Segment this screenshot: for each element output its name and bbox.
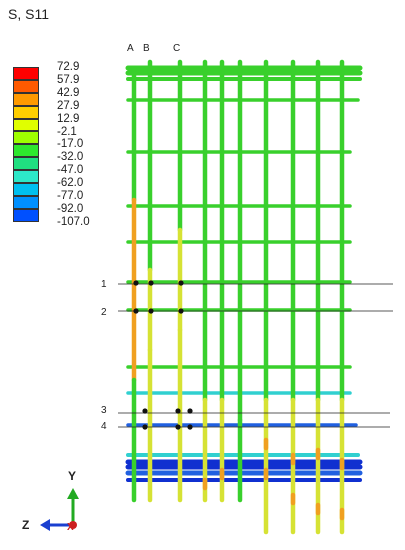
section-point bbox=[178, 280, 184, 286]
legend-swatch bbox=[13, 208, 39, 222]
section-point bbox=[148, 280, 154, 286]
legend-swatch bbox=[13, 144, 39, 158]
section-label-1: 1 bbox=[101, 279, 107, 290]
legend-swatch bbox=[13, 195, 39, 209]
legend-value: -77.0 bbox=[57, 190, 84, 202]
section-point bbox=[133, 308, 139, 314]
column-label-a: A bbox=[127, 43, 134, 54]
legend-swatch bbox=[13, 183, 39, 196]
horizontal-bars bbox=[125, 65, 363, 482]
section-point bbox=[133, 280, 139, 286]
legend-swatch bbox=[13, 105, 39, 119]
legend-value: 57.9 bbox=[57, 73, 80, 86]
legend-swatch bbox=[13, 131, 39, 145]
legend-value: 27.9 bbox=[57, 99, 80, 112]
stress-legend: 72.9 57.9 42.9 27.9 12.9 -2.1 -17.0 -32.0 -47.0-… bbox=[13, 61, 90, 228]
legend-value: 72.9 bbox=[57, 61, 80, 73]
section-label-group: 1 2 3 4 bbox=[101, 279, 107, 432]
section-point bbox=[178, 308, 184, 314]
section-point bbox=[148, 308, 154, 314]
section-lines bbox=[118, 283, 393, 428]
y-axis-label: Y bbox=[68, 469, 76, 483]
axis-triad: Y Z X bbox=[22, 469, 79, 533]
legend-swatch bbox=[13, 170, 39, 184]
legend-value: -62.0 bbox=[57, 177, 84, 190]
section-point bbox=[187, 408, 193, 414]
y-arrow-head bbox=[67, 488, 79, 499]
legend-value: -47.0 bbox=[57, 164, 84, 177]
section-label-4: 4 bbox=[101, 421, 107, 432]
column-label-c: C bbox=[173, 43, 180, 54]
section-point bbox=[175, 408, 181, 414]
z-axis-label: Z bbox=[22, 518, 29, 532]
legend-value: -2.1 bbox=[57, 125, 77, 138]
column-label-b: B bbox=[143, 43, 150, 54]
legend-swatch bbox=[13, 79, 39, 93]
section-point bbox=[142, 424, 148, 430]
legend-swatch bbox=[13, 67, 39, 80]
legend-value: 42.9 bbox=[57, 86, 80, 99]
section-point bbox=[142, 408, 148, 414]
legend-swatch bbox=[13, 157, 39, 171]
section-point bbox=[175, 424, 181, 430]
z-arrow-head bbox=[40, 519, 50, 531]
x-axis-marker bbox=[69, 521, 77, 529]
legend-value: -92.0 bbox=[57, 202, 84, 215]
legend-value: -107.0 bbox=[57, 215, 90, 228]
section-points bbox=[133, 280, 193, 430]
column-label-group: A B C bbox=[127, 43, 180, 54]
legend-value: -32.0 bbox=[57, 151, 84, 164]
x-axis-label: X bbox=[67, 522, 74, 533]
plot-title: S, S11 bbox=[8, 6, 49, 22]
section-point bbox=[187, 424, 193, 430]
legend-swatch bbox=[13, 92, 39, 106]
section-label-2: 2 bbox=[101, 307, 107, 318]
vertical-bars bbox=[131, 59, 345, 535]
legend-value: -17.0 bbox=[57, 138, 84, 151]
legend-value: 12.9 bbox=[57, 112, 80, 125]
section-label-3: 3 bbox=[101, 405, 107, 416]
legend-swatch bbox=[13, 118, 39, 132]
